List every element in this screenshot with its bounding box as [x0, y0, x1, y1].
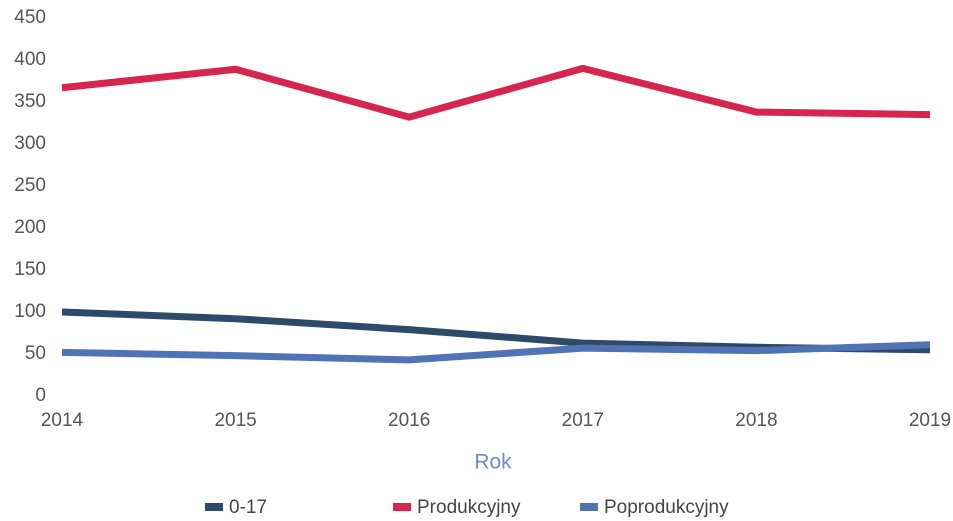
legend-label: Poprodukcyjny [604, 497, 729, 518]
x-tick-label: 2014 [41, 410, 84, 431]
x-tick-label: 2019 [909, 410, 951, 431]
legend-label: 0-17 [229, 497, 267, 518]
y-tick-label: 0 [35, 385, 46, 406]
legend-label: Produkcyjny [417, 497, 521, 518]
x-tick-label: 2017 [562, 410, 604, 431]
y-tick-label: 250 [14, 175, 46, 196]
y-tick-label: 450 [14, 7, 46, 28]
series-line [61, 341, 931, 364]
y-tick-label: 300 [14, 133, 46, 154]
legend-swatch [205, 503, 223, 511]
x-axis-title: Rok [474, 451, 512, 474]
y-tick-label: 150 [14, 259, 46, 280]
x-tick-label: 2015 [214, 410, 256, 431]
y-tick-label: 400 [14, 49, 46, 70]
y-tick-label: 100 [14, 301, 46, 322]
y-tick-label: 350 [14, 91, 46, 112]
x-tick-label: 2018 [735, 410, 777, 431]
series-line [61, 308, 931, 354]
y-tick-label: 200 [14, 217, 46, 238]
y-tick-label: 50 [25, 343, 46, 364]
x-tick-label: 2016 [388, 410, 430, 431]
legend-swatch [580, 503, 598, 511]
series-line [61, 64, 931, 121]
legend-swatch [393, 503, 411, 511]
